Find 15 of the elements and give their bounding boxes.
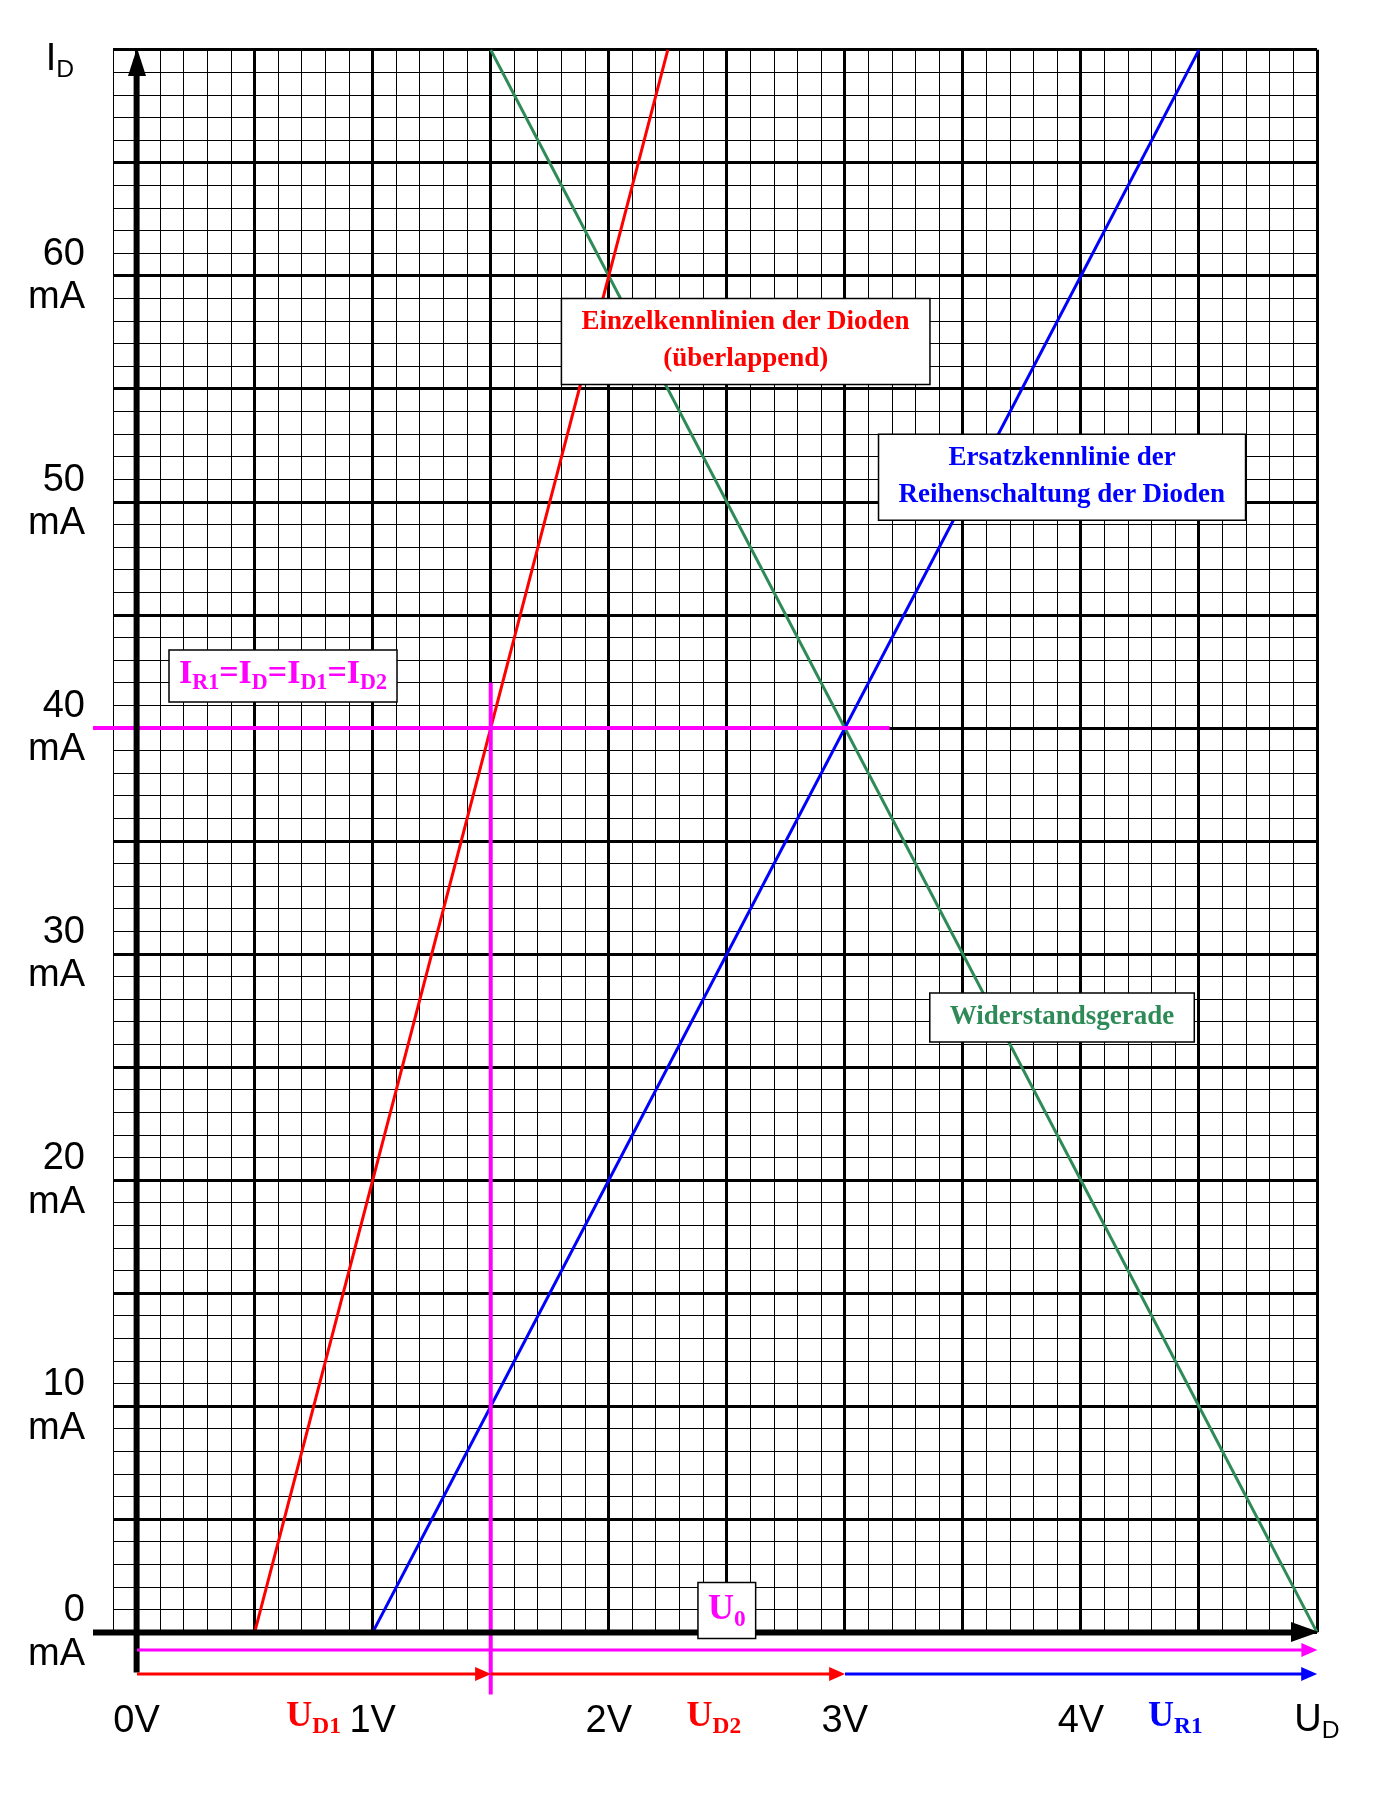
- x-tick-label: 0V: [113, 1697, 161, 1740]
- x-tick-label: 4V: [1057, 1697, 1105, 1740]
- series-label: Widerstandsgerade: [949, 999, 1175, 1030]
- y-tick-label: 60 mA: [28, 230, 86, 317]
- series-label: Einzelkennlinien der Dioden (überlappend): [581, 305, 910, 373]
- y-tick-label: 30 mA: [28, 908, 86, 995]
- y-tick-label: 40 mA: [28, 682, 86, 769]
- x-tick-label: 3V: [821, 1697, 869, 1740]
- text: Ersatzkennlinie der Reihenschaltung der Dioden: [898, 441, 1226, 509]
- y-tick-label: 50 mA: [28, 456, 86, 543]
- y-tick-label: 10 mA: [28, 1360, 86, 1447]
- x-tick-label: 2V: [585, 1697, 633, 1740]
- y-tick-label: 20 mA: [28, 1134, 86, 1221]
- x-tick-label: 1V: [349, 1697, 397, 1740]
- y-tick-label: 0 mA: [28, 1587, 86, 1673]
